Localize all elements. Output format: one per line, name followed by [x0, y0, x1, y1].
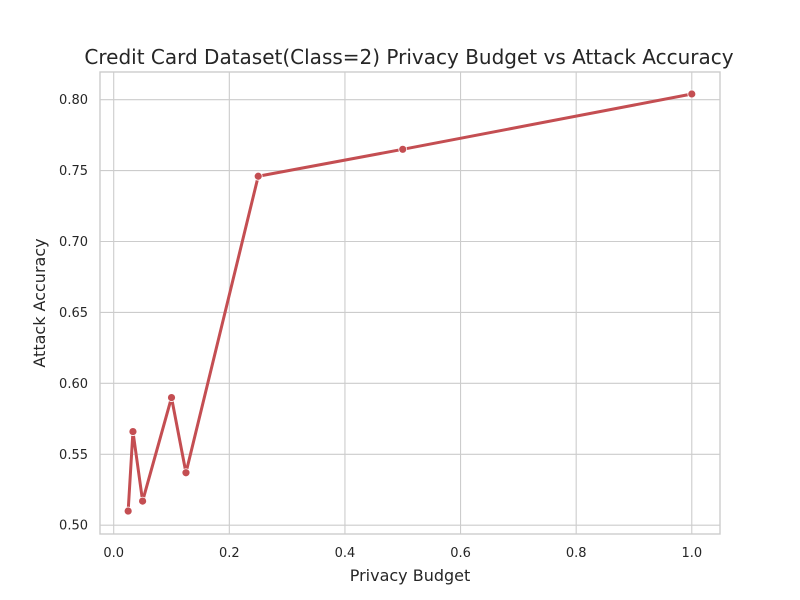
x-tick-label: 0.4 — [335, 546, 356, 561]
data-point — [181, 468, 191, 478]
x-axis-label: Privacy Budget — [350, 566, 471, 585]
x-tick-label: 0.6 — [450, 546, 471, 561]
y-tick-label: 0.60 — [59, 377, 88, 392]
series-line — [126, 92, 694, 513]
plot-area — [99, 71, 721, 535]
x-tick-label: 1.0 — [681, 546, 702, 561]
data-point — [253, 171, 263, 181]
grid — [100, 72, 720, 534]
x-tick-label: 0.8 — [566, 546, 587, 561]
y-tick-label: 0.80 — [59, 93, 88, 108]
data-point — [167, 393, 176, 402]
x-tick-label: 0.2 — [219, 546, 240, 561]
data-point — [687, 89, 697, 99]
y-tick-label: 0.50 — [59, 519, 88, 534]
data-point — [128, 427, 138, 436]
data-point — [398, 144, 408, 154]
series-layer — [123, 89, 697, 516]
y-tick-label: 0.75 — [59, 164, 88, 179]
chart-title: Credit Card Dataset(Class=2) Privacy Bud… — [84, 45, 733, 69]
data-point — [138, 496, 148, 506]
y-axis-label: Attack Accuracy — [30, 238, 49, 367]
y-tick-label: 0.65 — [59, 306, 88, 321]
y-tick-label: 0.55 — [59, 448, 88, 463]
y-tick-label: 0.70 — [59, 235, 88, 250]
x-tick-label: 0.0 — [103, 546, 124, 561]
tick-labels: 0.0 0.2 0.4 0.6 0.8 1.0 0.50 0.55 0.60 0.65 0.70 0.… — [59, 93, 702, 561]
data-point — [123, 506, 133, 516]
